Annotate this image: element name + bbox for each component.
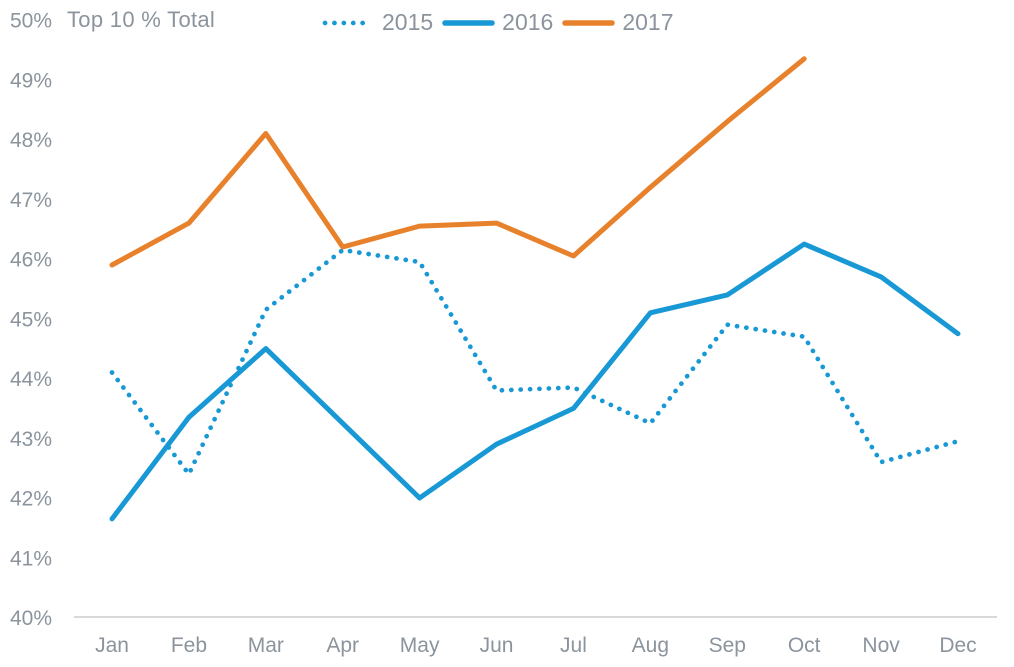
y-axis-tick-label: 40% [10,607,52,630]
y-axis-tick-label: 47% [10,189,52,212]
legend-item-2015[interactable]: 2015 [322,9,433,36]
x-axis-tick-label: Apr [326,634,359,657]
legend-swatch-solid-icon [442,19,495,26]
legend-swatch-solid-icon [562,19,616,26]
series-line-2016 [109,241,961,522]
x-axis-tick-label: Aug [632,634,669,657]
legend-label: 2015 [382,9,434,35]
y-axis-tick-label: 42% [10,488,52,511]
chart-title: Top 10 % Total [67,7,216,32]
x-axis-tick-label: Jan [95,634,129,657]
y-axis-tick-label: 48% [10,129,52,152]
x-axis-tick-label: Mar [248,634,284,657]
y-axis-tick-label: 49% [10,69,52,92]
legend-item-2017[interactable]: 2017 [562,9,674,36]
legend: 2015 2016 2017 [322,9,674,36]
legend-label: 2016 [502,9,554,35]
legend-item-2016[interactable]: 2016 [442,9,553,36]
x-axis-tick-label: Jul [560,634,587,657]
legend-swatch-dotted-icon [322,20,375,25]
x-axis-tick-label: Nov [862,634,900,657]
x-axis-tick-label: Sep [709,634,746,657]
x-axis-tick-label: Jun [480,634,514,657]
x-axis-tick-label: May [400,634,440,657]
y-axis-tick-label: 50% [10,10,52,33]
y-axis-tick-label: 43% [10,428,52,451]
y-axis-tick-label: 44% [10,368,52,391]
y-axis-tick-label: 41% [10,547,52,570]
x-axis-tick-label: Dec [939,634,976,657]
legend-label: 2017 [622,9,674,35]
x-axis-tick-label: Oct [788,634,821,657]
series-line-2017 [109,56,807,268]
y-axis-tick-label: 45% [10,308,52,331]
y-axis-tick-label: 46% [10,249,52,272]
series-line-2015 [109,247,961,477]
x-axis-tick-label: Feb [171,634,207,657]
